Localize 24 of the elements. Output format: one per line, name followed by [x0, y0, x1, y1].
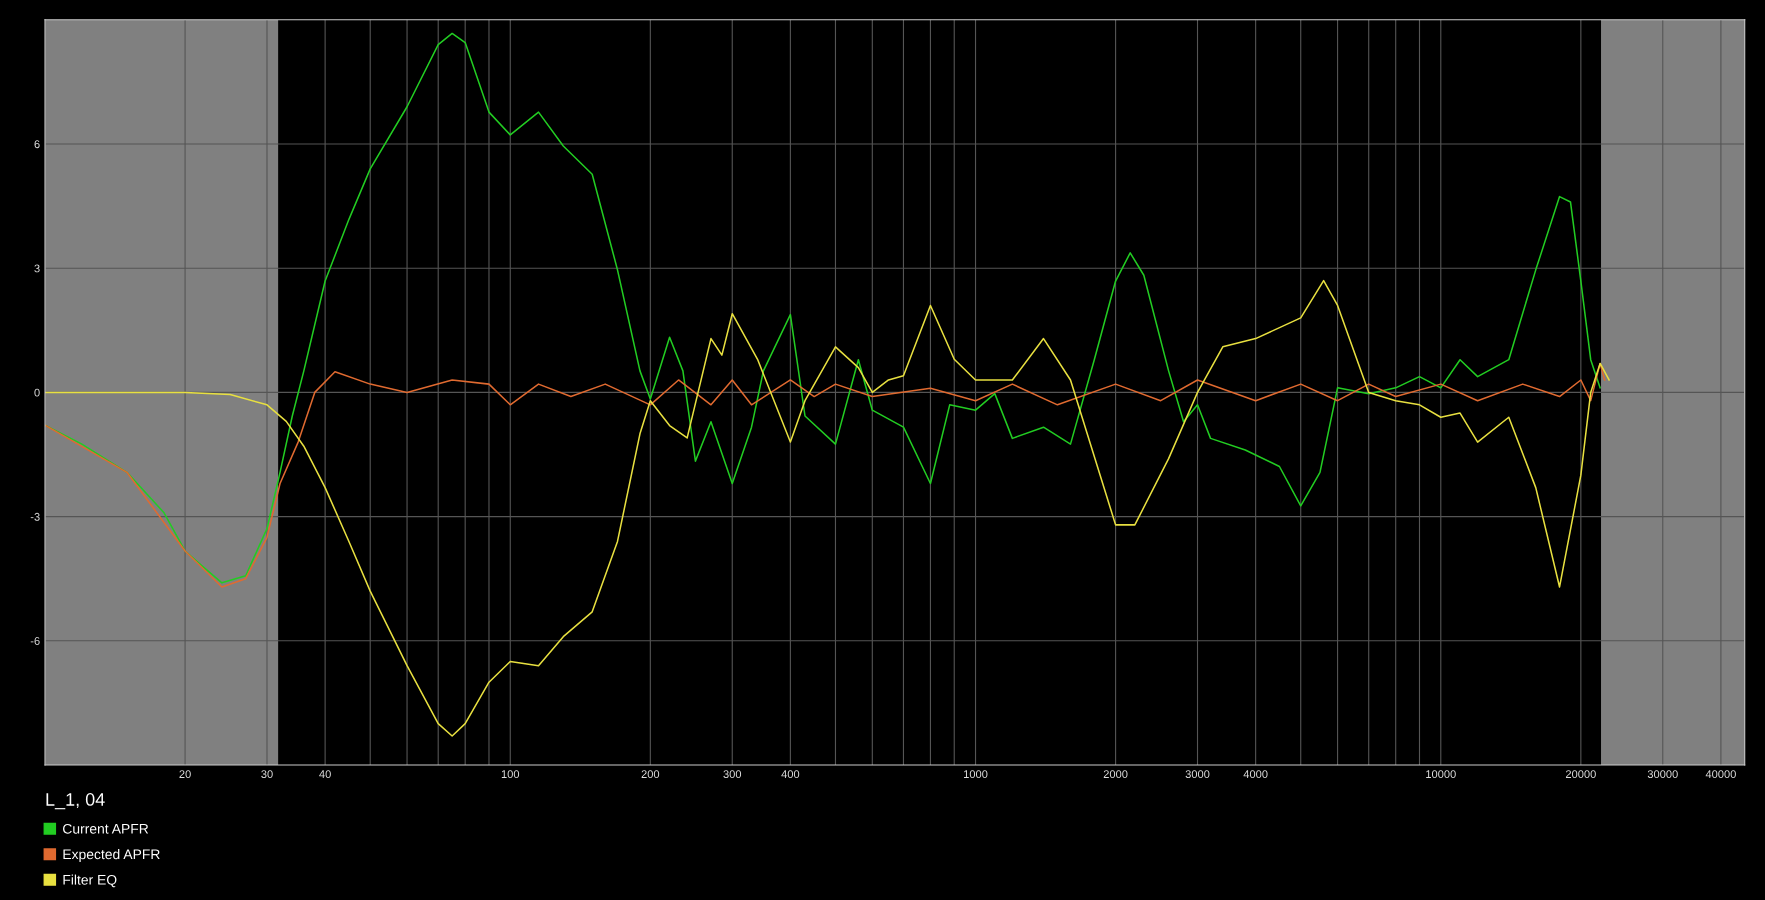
- x-tick-label: 20: [179, 770, 191, 779]
- x-tick-label: 200: [641, 770, 660, 779]
- y-tick-label: 3: [34, 264, 40, 273]
- x-tick-label: 2000: [1103, 770, 1128, 779]
- y-tick-label: -3: [30, 512, 40, 521]
- text: L_1, 04: [46, 793, 105, 810]
- x-tick-label: 4000: [1243, 770, 1268, 779]
- x-tick-label: 30000: [1647, 770, 1678, 779]
- x-tick-label: 40: [319, 770, 331, 779]
- legend-label: Current APFR: [63, 823, 149, 834]
- x-tick-label: 40000: [1705, 770, 1736, 779]
- x-tick-label: 3000: [1185, 770, 1210, 779]
- x-tick-label: 10000: [1426, 770, 1456, 779]
- y-tick-label: 6: [34, 140, 40, 149]
- x-tick-label: 400: [781, 770, 800, 779]
- y-tick-label: -6: [30, 637, 40, 645]
- y-tick-label: 0: [34, 388, 40, 397]
- x-tick-label: 20000: [1565, 770, 1596, 779]
- legend-label: Filter EQ: [63, 874, 117, 888]
- legend-label: Expected APFR: [63, 849, 160, 862]
- x-tick-label: 300: [723, 770, 742, 779]
- x-tick-label: 30: [261, 770, 273, 779]
- x-tick-label: 1000: [964, 770, 988, 779]
- x-tick-label: 100: [501, 770, 520, 779]
